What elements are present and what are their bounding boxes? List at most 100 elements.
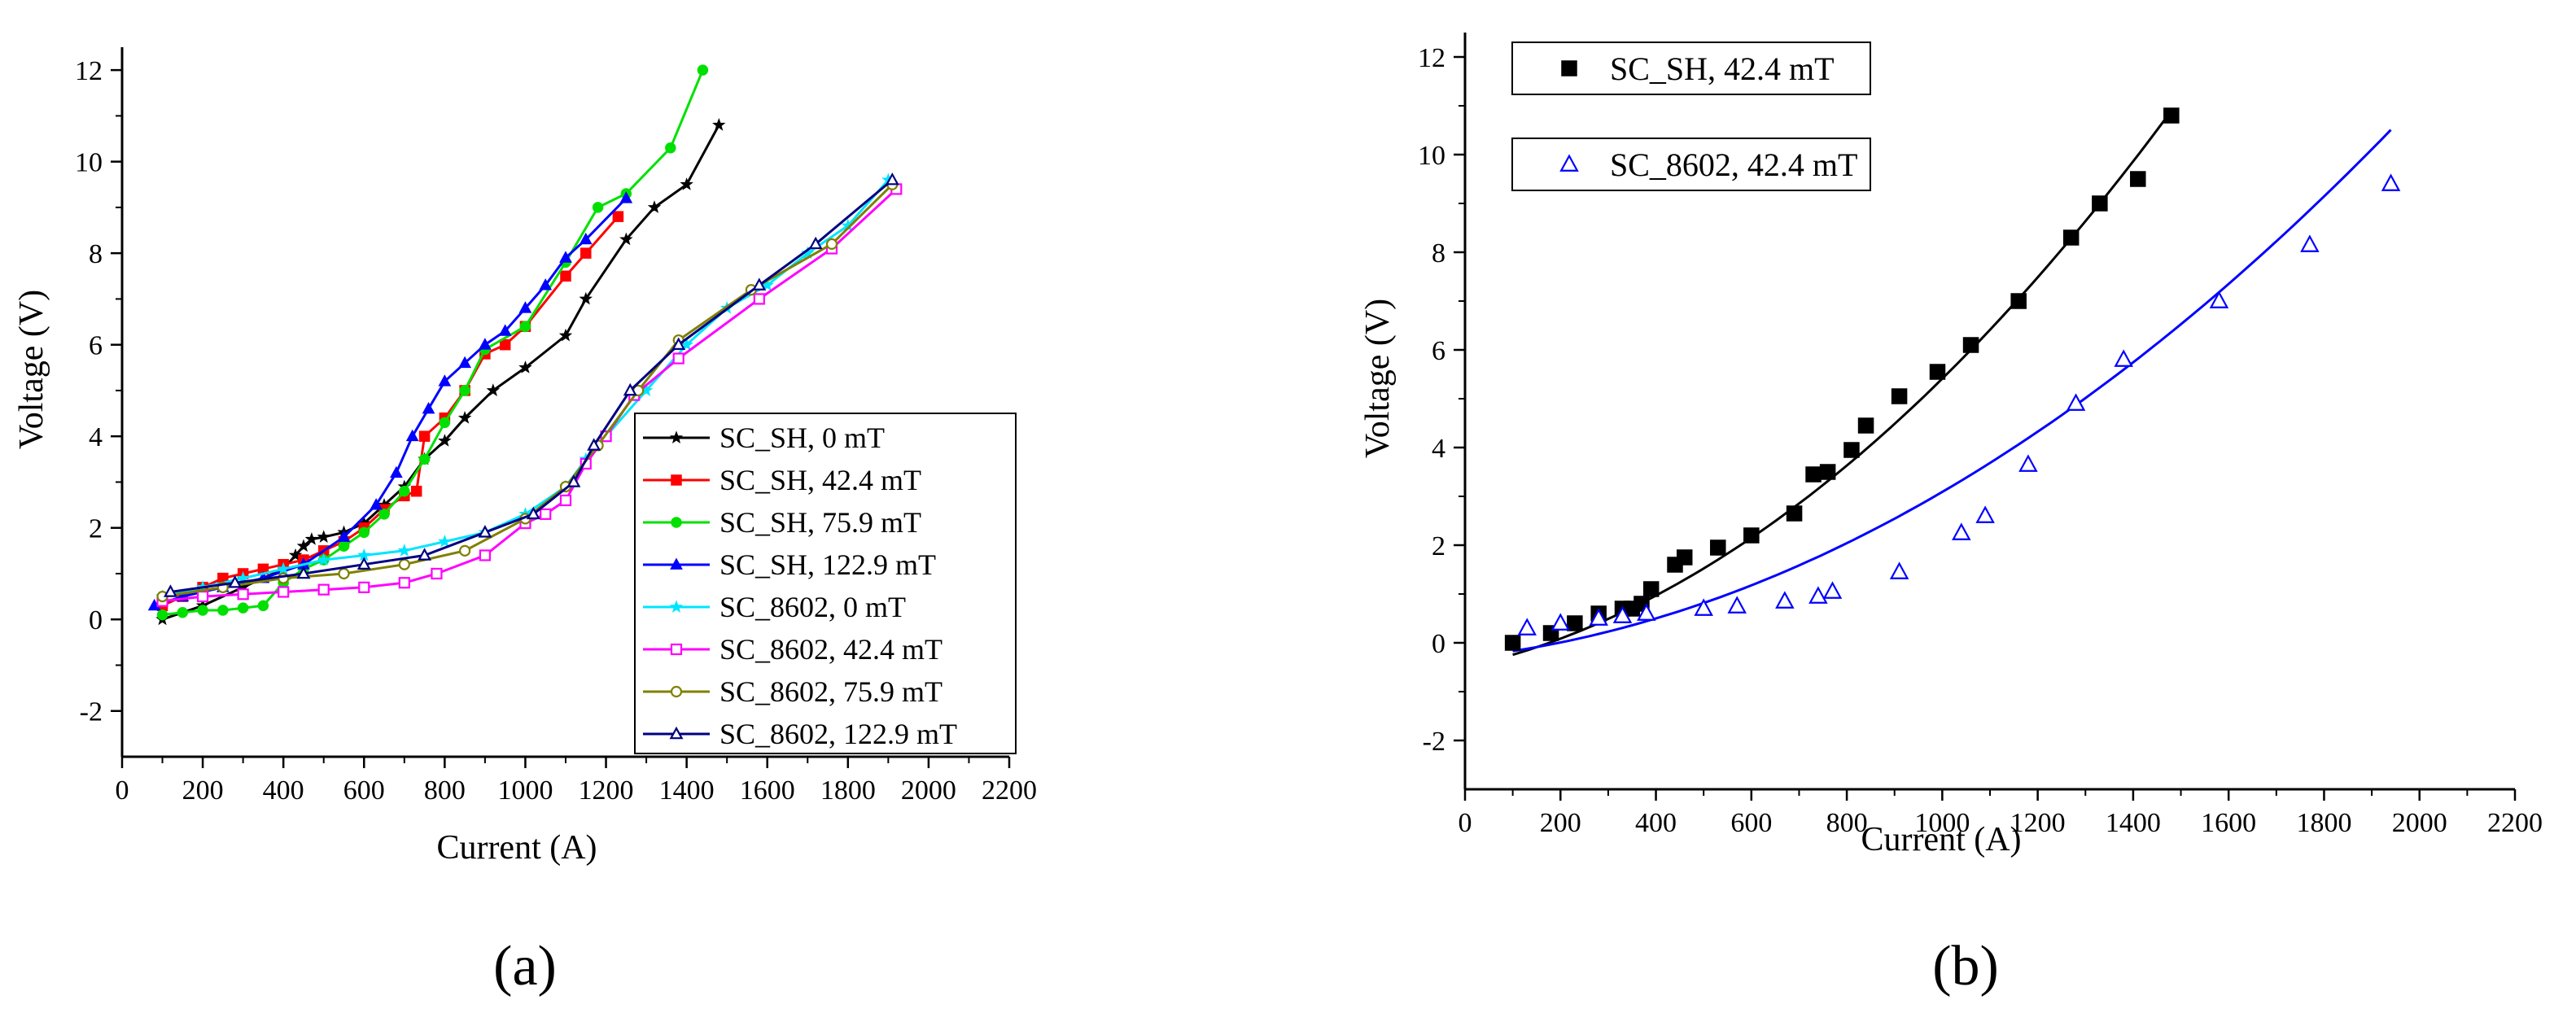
data-point <box>1843 442 1860 458</box>
data-point <box>237 588 249 601</box>
legend-label: SC_8602, 75.9 mT <box>719 675 942 708</box>
y-tick-label: 2 <box>89 514 103 544</box>
data-point <box>479 338 492 350</box>
panel-label: (a) <box>493 935 557 998</box>
data-point <box>1567 615 1583 631</box>
data-point <box>1857 417 1874 434</box>
y-tick-label: 10 <box>75 148 103 178</box>
legend-box <box>634 413 1017 754</box>
y-tick-label: 8 <box>1432 238 1445 269</box>
data-point <box>1637 603 1656 621</box>
data-point <box>579 232 593 245</box>
data-point <box>2018 454 2038 472</box>
data-point <box>526 506 540 520</box>
legend-label: SC_SH, 0 mT <box>719 421 885 454</box>
x-tick-label: 1600 <box>740 775 795 806</box>
x-tick-label: 2200 <box>982 775 1037 806</box>
data-point <box>560 270 571 282</box>
data-point <box>422 401 435 414</box>
data-point <box>486 383 501 397</box>
data-point <box>438 374 452 387</box>
panel-a-chart: 0 200 400 600 800 1000 1200 1400 1600 1800 2000 220… <box>13 47 1037 998</box>
y-tick-label: 12 <box>75 56 103 86</box>
x-tick-label: 1000 <box>1914 808 1970 838</box>
data-point <box>808 236 823 250</box>
data-point <box>304 532 319 545</box>
data-point <box>1727 596 1747 614</box>
data-point <box>519 321 531 332</box>
data-point <box>665 142 676 154</box>
x-tick-label: 200 <box>1540 808 1581 838</box>
data-point <box>378 509 390 520</box>
data-point <box>358 581 370 593</box>
data-point <box>237 602 249 614</box>
data-point <box>1889 561 1909 579</box>
data-point <box>1694 598 1713 616</box>
axes: 0 200 400 600 800 1000 1200 1400 1600 1800 2000 220… <box>75 47 1037 806</box>
data-point <box>197 605 208 616</box>
data-point <box>671 337 686 350</box>
data-point <box>2209 290 2229 308</box>
legend-marker <box>669 726 684 740</box>
x-tick-label: 2000 <box>901 775 956 806</box>
y-tick-label: 4 <box>1432 434 1445 464</box>
data-point <box>296 566 311 579</box>
data-point <box>518 360 532 373</box>
x-tick-label: 2000 <box>2392 808 2447 838</box>
data-point <box>885 172 899 186</box>
data-point <box>1550 613 1571 631</box>
data-point <box>619 232 633 246</box>
data-point <box>278 586 290 598</box>
data-point <box>647 200 662 213</box>
data-point <box>1612 605 1633 623</box>
legend-marker <box>671 474 682 486</box>
data-point <box>458 356 472 369</box>
legend-label: SC_SH, 75.9 mT <box>719 506 921 539</box>
data-point <box>438 434 452 447</box>
data-point <box>801 246 815 260</box>
y-tick-label: -2 <box>1423 727 1445 757</box>
data-point <box>2092 195 2108 212</box>
data-point <box>566 474 581 487</box>
data-point <box>752 277 767 290</box>
legend-label: SC_SH, 42.4 mT <box>1610 50 1835 87</box>
data-point <box>623 382 637 396</box>
data-point <box>559 251 572 263</box>
data-point <box>1710 539 1726 556</box>
data-point <box>1642 581 1660 597</box>
legend-marker <box>671 517 682 528</box>
data-point <box>398 558 410 570</box>
data-point <box>2066 393 2086 411</box>
data-point <box>540 508 552 520</box>
data-point <box>1676 549 1693 566</box>
series-7 <box>163 172 899 597</box>
data-point <box>1808 586 1828 604</box>
x-axis-label: Current (A) <box>436 829 597 867</box>
series-line <box>161 216 619 607</box>
data-point <box>580 247 592 259</box>
data-point <box>317 530 330 543</box>
data-point <box>418 430 431 442</box>
y-axis-label: Voltage (V) <box>13 290 50 449</box>
legend-marker <box>669 430 684 443</box>
y-tick-label: 8 <box>89 239 103 269</box>
data-point <box>499 338 511 351</box>
legend-label: SC_8602, 0 mT <box>719 591 906 623</box>
data-point <box>317 583 330 596</box>
data-point <box>697 64 709 76</box>
fit-curve-0 <box>1512 110 2173 657</box>
data-point <box>498 324 512 336</box>
x-tick-label: 600 <box>1730 808 1772 838</box>
data-point <box>276 561 291 575</box>
data-point <box>1822 581 1843 599</box>
data-point <box>1504 635 1521 651</box>
panel-label: (b) <box>1932 935 1999 998</box>
series-1 <box>1517 173 2401 635</box>
legend-marker <box>1559 154 1579 172</box>
data-point <box>559 494 572 507</box>
x-tick-label: 400 <box>1635 808 1677 838</box>
legend-marker <box>670 685 683 698</box>
data-point <box>1743 527 1760 544</box>
data-point <box>317 552 330 566</box>
data-point <box>619 191 633 203</box>
